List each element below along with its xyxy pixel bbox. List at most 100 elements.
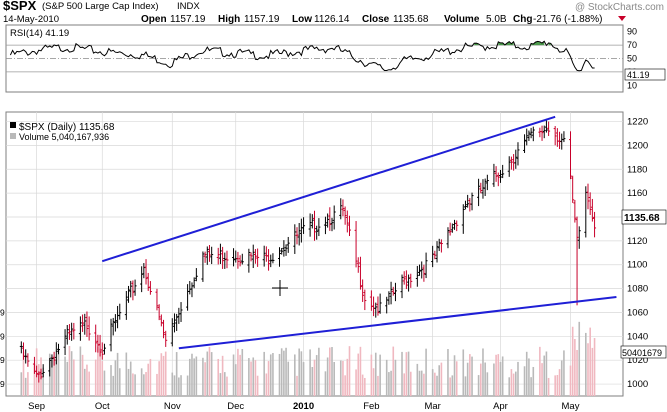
volume-bar xyxy=(86,364,88,396)
volume-bar xyxy=(512,373,515,396)
volume-bar xyxy=(132,373,134,396)
price-tick-label: 1160 xyxy=(627,188,647,199)
volume-bar xyxy=(547,377,550,396)
volume-bar xyxy=(420,370,423,396)
volume-bar xyxy=(127,368,130,396)
volume-bar xyxy=(591,347,594,396)
volume-bar xyxy=(202,357,204,396)
volume-bar xyxy=(188,358,191,396)
chg-label: Chg xyxy=(513,14,532,25)
volume-bar xyxy=(370,354,373,396)
trendline xyxy=(101,115,556,263)
volume-bar xyxy=(532,366,535,396)
last-price-box xyxy=(621,209,667,225)
volume-bar xyxy=(103,370,106,396)
date-tick-label: Apr xyxy=(493,401,508,412)
volume-bar xyxy=(517,361,519,396)
price-bars xyxy=(19,118,597,383)
volume-bar xyxy=(508,377,511,396)
chg-value: -21.76 (-1.88%) xyxy=(533,14,602,25)
volume-bar xyxy=(423,373,425,396)
volume-bar xyxy=(466,362,469,396)
volume-bar xyxy=(164,351,167,396)
volume-bar xyxy=(118,368,121,396)
volume-bar xyxy=(99,348,101,396)
volume-bar xyxy=(24,377,27,396)
volume-bar xyxy=(140,368,143,396)
volume-bar xyxy=(530,377,532,396)
volume-bar xyxy=(94,359,97,396)
volume-bar xyxy=(560,360,563,396)
volume-bar xyxy=(477,375,480,396)
volume-bar xyxy=(33,363,36,396)
trendline xyxy=(178,295,617,350)
price-tick-label: 1040 xyxy=(627,331,648,342)
volume-bar xyxy=(269,354,272,396)
volume-bar xyxy=(88,371,90,396)
volume-bar xyxy=(313,359,316,396)
volume-bar xyxy=(425,348,427,396)
volume-bar xyxy=(267,361,270,396)
volume-bar xyxy=(226,376,228,396)
volume-bar xyxy=(210,352,213,396)
symbol: $SPX xyxy=(3,0,37,13)
volume-bar xyxy=(315,355,318,396)
volume-bar xyxy=(464,376,467,396)
volume-bar xyxy=(309,349,311,396)
volume-bar xyxy=(191,353,193,396)
volume-bar xyxy=(593,338,596,396)
volume-bar xyxy=(372,368,375,396)
volume-bar xyxy=(287,361,290,396)
low-value: 1126.14 xyxy=(314,14,350,25)
volume-bar xyxy=(484,362,486,396)
volume-bar xyxy=(346,358,349,396)
price-tick-label: 1220 xyxy=(627,117,648,128)
volume-bar xyxy=(232,354,235,396)
volume-bar xyxy=(385,359,388,396)
volume-value: 5.0B xyxy=(486,14,507,25)
quote-date: 14-May-2010 xyxy=(3,14,59,25)
volume-bar xyxy=(178,377,180,396)
volume-bar xyxy=(451,375,454,396)
volume-bar xyxy=(158,361,160,396)
volume-bar xyxy=(116,352,119,396)
volume-bar xyxy=(409,371,412,396)
last-volume-box xyxy=(620,345,667,359)
volume-bar xyxy=(51,360,53,396)
volume-bar xyxy=(145,371,147,396)
date-tick-label: Nov xyxy=(164,401,181,412)
volume-bar xyxy=(438,365,441,396)
volume-bar xyxy=(539,346,541,396)
rsi-last-value: 41.19 xyxy=(627,70,650,80)
volume-bar xyxy=(263,351,265,396)
volume-bar xyxy=(237,348,239,396)
volume-bar xyxy=(79,346,82,396)
volume-bar xyxy=(388,372,390,396)
volume-bar xyxy=(27,372,29,396)
volume-bar xyxy=(576,349,578,396)
date-tick-label: Feb xyxy=(363,401,379,412)
volume-bar xyxy=(22,351,25,396)
volume-bar xyxy=(434,372,436,396)
volume-bar xyxy=(147,363,150,396)
rsi-tick-label: 10 xyxy=(627,80,637,90)
volume-bar xyxy=(440,362,443,396)
volume-bar xyxy=(436,375,438,396)
volume-tick-label: 9 xyxy=(0,379,5,389)
volume-bar xyxy=(239,354,241,396)
volume-bar xyxy=(53,356,55,396)
volume-bar xyxy=(344,375,346,396)
volume-bar xyxy=(558,369,561,396)
rsi-grid xyxy=(6,44,623,73)
volume-bar xyxy=(265,373,268,396)
volume-bar xyxy=(283,350,285,396)
volume-bar xyxy=(394,359,397,396)
volume-bar xyxy=(556,374,559,396)
date-axis: Sep Oct Nov Dec 2010 Feb Mar Apr May xyxy=(28,401,580,412)
volume-bar xyxy=(280,348,283,396)
volume-bar xyxy=(300,351,303,396)
down-arrow-icon xyxy=(618,16,626,21)
volume-bar xyxy=(543,355,546,396)
volume-bar xyxy=(462,349,465,396)
